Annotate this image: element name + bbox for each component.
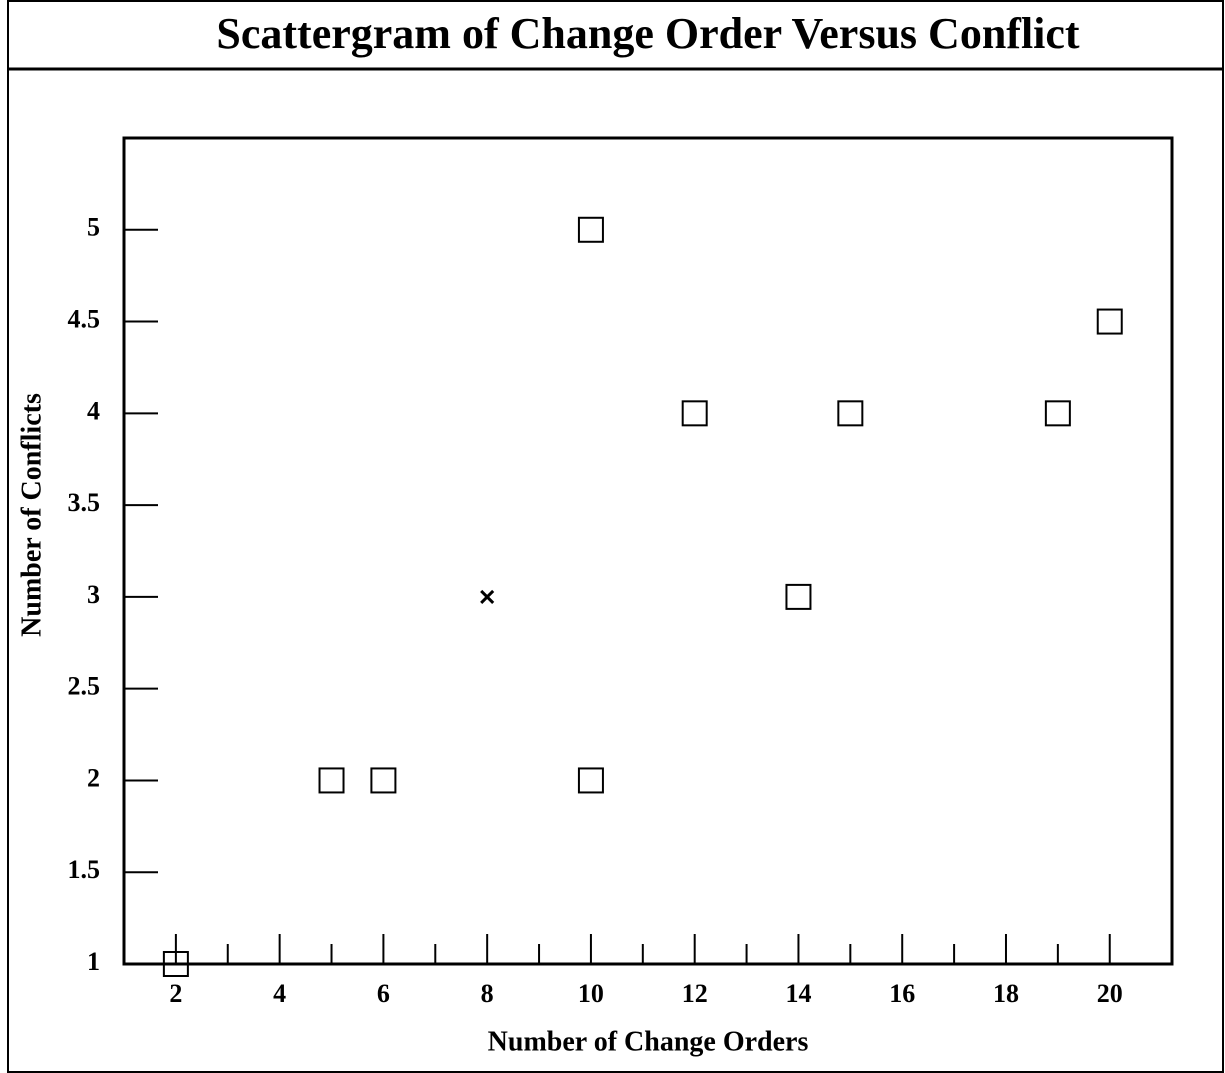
y-tick-label: 3.5 <box>68 488 101 517</box>
y-tick-label: 5 <box>87 213 100 242</box>
x-tick-label: 2 <box>169 979 182 1008</box>
chart-title: Scattergram of Change Order Versus Confl… <box>216 9 1080 58</box>
y-tick-label: 4 <box>87 396 100 425</box>
x-tick-label: 16 <box>889 979 915 1008</box>
point <box>318 767 345 794</box>
x-tick-label: 6 <box>377 979 390 1008</box>
plot-area <box>122 136 1174 966</box>
x-tick-label: 14 <box>785 979 811 1008</box>
point <box>162 951 189 977</box>
x-axis-label: Number of Change Orders <box>488 1026 809 1057</box>
y-tick-label: 1 <box>87 947 100 976</box>
point <box>480 589 495 604</box>
x-tick-label: 12 <box>682 979 708 1008</box>
x-tick-label: 20 <box>1097 979 1123 1008</box>
y-tick-label: 2 <box>87 763 100 792</box>
point <box>1096 308 1123 335</box>
frame <box>7 0 1224 1073</box>
point <box>577 767 604 794</box>
point <box>681 400 708 427</box>
x-tick-label: 10 <box>578 979 604 1008</box>
point <box>577 216 604 243</box>
y-tick-label: 3 <box>87 580 100 609</box>
y-tick-label: 1.5 <box>68 855 101 884</box>
point <box>785 583 812 610</box>
point <box>837 400 864 427</box>
y-tick-label: 4.5 <box>68 305 101 334</box>
point <box>1044 400 1071 427</box>
x-tick-label: 18 <box>993 979 1019 1008</box>
x-tick-label: 4 <box>273 979 286 1008</box>
x-tick-label: 8 <box>481 979 494 1008</box>
y-axis-label: Number of Conflicts <box>16 393 47 637</box>
y-tick-label: 2.5 <box>68 672 101 701</box>
point <box>370 767 397 794</box>
